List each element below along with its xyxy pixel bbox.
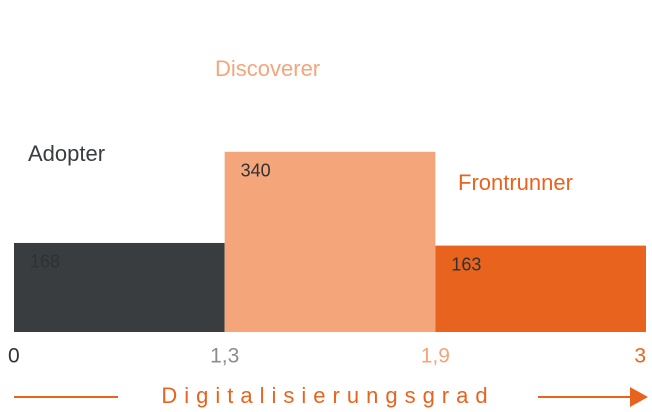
x-axis-title: Digitalisierungsgrad bbox=[161, 383, 494, 408]
category-label: Frontrunner bbox=[458, 170, 573, 195]
x-tick-label: 0 bbox=[8, 345, 20, 368]
value-label: 168 bbox=[30, 252, 60, 272]
category-label: Adopter bbox=[28, 141, 105, 166]
x-tick-label: 1,9 bbox=[421, 345, 450, 368]
axis-arrow bbox=[630, 387, 648, 407]
chart: Digitalisierungsgrad 168 Adopter 340 Discov… bbox=[0, 0, 652, 412]
x-tick-label: 1,3 bbox=[210, 345, 239, 368]
value-label: 163 bbox=[451, 254, 481, 274]
value-label: 340 bbox=[241, 161, 271, 181]
x-tick-label: 3 bbox=[634, 345, 646, 368]
category-label: Discoverer bbox=[215, 56, 320, 81]
